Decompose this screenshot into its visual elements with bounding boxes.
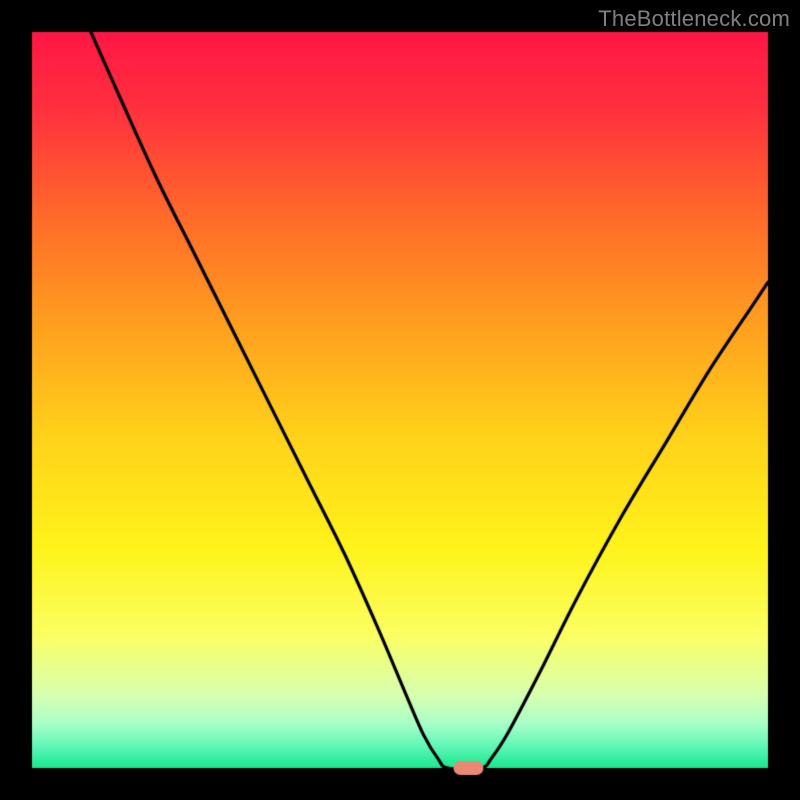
source-watermark: TheBottleneck.com	[598, 6, 790, 32]
bottleneck-gradient-chart	[0, 0, 800, 800]
chart-stage: TheBottleneck.com	[0, 0, 800, 800]
